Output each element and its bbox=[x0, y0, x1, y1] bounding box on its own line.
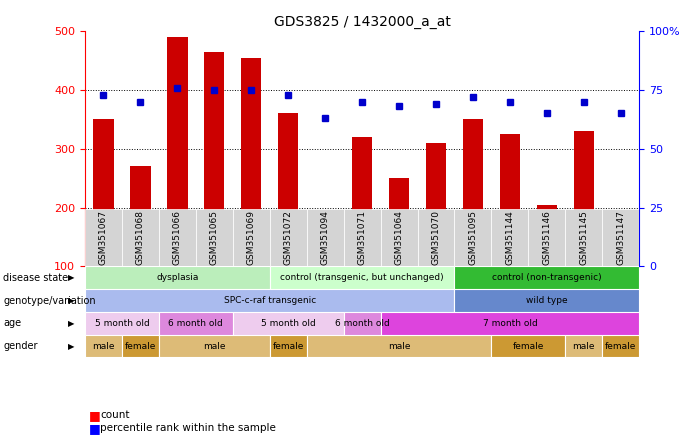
Text: gender: gender bbox=[3, 341, 38, 351]
Text: GSM351066: GSM351066 bbox=[173, 210, 182, 265]
Bar bbox=[278, 114, 299, 266]
Bar bbox=[565, 335, 602, 357]
Bar bbox=[602, 335, 639, 357]
Bar bbox=[159, 312, 233, 335]
Text: GSM351065: GSM351065 bbox=[210, 210, 219, 265]
Bar bbox=[85, 289, 454, 312]
Text: male: male bbox=[203, 341, 226, 351]
Bar bbox=[565, 209, 602, 266]
Bar bbox=[233, 209, 270, 266]
Text: female: female bbox=[273, 341, 304, 351]
Bar bbox=[343, 209, 381, 266]
Text: GSM351069: GSM351069 bbox=[247, 210, 256, 265]
Bar bbox=[131, 166, 150, 266]
Bar bbox=[528, 209, 565, 266]
Text: ▶: ▶ bbox=[68, 341, 75, 351]
Bar bbox=[389, 178, 409, 266]
Bar bbox=[167, 37, 188, 266]
Text: ▶: ▶ bbox=[68, 319, 75, 328]
Text: ■: ■ bbox=[88, 422, 100, 435]
Bar bbox=[307, 209, 343, 266]
Bar bbox=[574, 131, 594, 266]
Text: count: count bbox=[100, 410, 129, 420]
Text: male: male bbox=[388, 341, 410, 351]
Bar bbox=[93, 119, 114, 266]
Bar bbox=[270, 209, 307, 266]
Text: 5 month old: 5 month old bbox=[95, 319, 150, 328]
Bar bbox=[454, 209, 492, 266]
Text: GSM351147: GSM351147 bbox=[616, 210, 625, 265]
Bar bbox=[85, 312, 159, 335]
Bar bbox=[85, 209, 122, 266]
Bar bbox=[381, 312, 639, 335]
Title: GDS3825 / 1432000_a_at: GDS3825 / 1432000_a_at bbox=[273, 15, 451, 29]
Bar bbox=[426, 143, 446, 266]
Text: GSM351094: GSM351094 bbox=[321, 210, 330, 265]
Bar bbox=[492, 209, 528, 266]
Text: GSM351067: GSM351067 bbox=[99, 210, 108, 265]
Text: female: female bbox=[513, 341, 544, 351]
Bar bbox=[454, 266, 639, 289]
Bar bbox=[270, 335, 307, 357]
Bar bbox=[492, 335, 565, 357]
Text: female: female bbox=[124, 341, 156, 351]
Text: disease state: disease state bbox=[3, 273, 69, 283]
Bar bbox=[418, 209, 454, 266]
Bar bbox=[307, 335, 492, 357]
Bar bbox=[85, 266, 270, 289]
Bar bbox=[537, 205, 557, 266]
Bar bbox=[159, 335, 270, 357]
Bar bbox=[500, 134, 520, 266]
Text: female: female bbox=[605, 341, 636, 351]
Bar bbox=[270, 266, 454, 289]
Text: GSM351068: GSM351068 bbox=[136, 210, 145, 265]
Text: ▶: ▶ bbox=[68, 296, 75, 305]
Bar bbox=[122, 335, 159, 357]
Text: male: male bbox=[573, 341, 595, 351]
Bar bbox=[352, 137, 372, 266]
Bar bbox=[196, 209, 233, 266]
Text: GSM351146: GSM351146 bbox=[543, 210, 551, 265]
Bar bbox=[122, 209, 159, 266]
Bar bbox=[85, 335, 122, 357]
Text: GSM351064: GSM351064 bbox=[394, 210, 403, 265]
Text: GSM351145: GSM351145 bbox=[579, 210, 588, 265]
Bar bbox=[381, 209, 418, 266]
Text: 6 month old: 6 month old bbox=[169, 319, 223, 328]
Bar bbox=[611, 210, 631, 266]
Text: control (transgenic, but unchanged): control (transgenic, but unchanged) bbox=[280, 273, 444, 282]
Text: SPC-c-raf transgenic: SPC-c-raf transgenic bbox=[224, 296, 316, 305]
Text: 6 month old: 6 month old bbox=[335, 319, 390, 328]
Text: dysplasia: dysplasia bbox=[156, 273, 199, 282]
Text: GSM351070: GSM351070 bbox=[432, 210, 441, 265]
Text: 5 month old: 5 month old bbox=[261, 319, 316, 328]
Text: control (non-transgenic): control (non-transgenic) bbox=[492, 273, 602, 282]
Text: ▶: ▶ bbox=[68, 273, 75, 282]
Text: wild type: wild type bbox=[526, 296, 568, 305]
Text: age: age bbox=[3, 318, 22, 328]
Text: GSM351095: GSM351095 bbox=[469, 210, 477, 265]
Text: GSM351144: GSM351144 bbox=[505, 210, 514, 265]
Bar bbox=[463, 119, 483, 266]
Bar bbox=[204, 52, 224, 266]
Text: ■: ■ bbox=[88, 408, 100, 422]
Bar bbox=[241, 58, 261, 266]
Text: 7 month old: 7 month old bbox=[483, 319, 537, 328]
Bar bbox=[602, 209, 639, 266]
Text: GSM351072: GSM351072 bbox=[284, 210, 292, 265]
Bar bbox=[233, 312, 343, 335]
Text: male: male bbox=[92, 341, 115, 351]
Text: GSM351071: GSM351071 bbox=[358, 210, 367, 265]
Text: genotype/variation: genotype/variation bbox=[3, 296, 96, 305]
Bar bbox=[454, 289, 639, 312]
Bar bbox=[343, 312, 381, 335]
Bar bbox=[159, 209, 196, 266]
Text: percentile rank within the sample: percentile rank within the sample bbox=[100, 424, 276, 433]
Bar bbox=[315, 231, 335, 266]
